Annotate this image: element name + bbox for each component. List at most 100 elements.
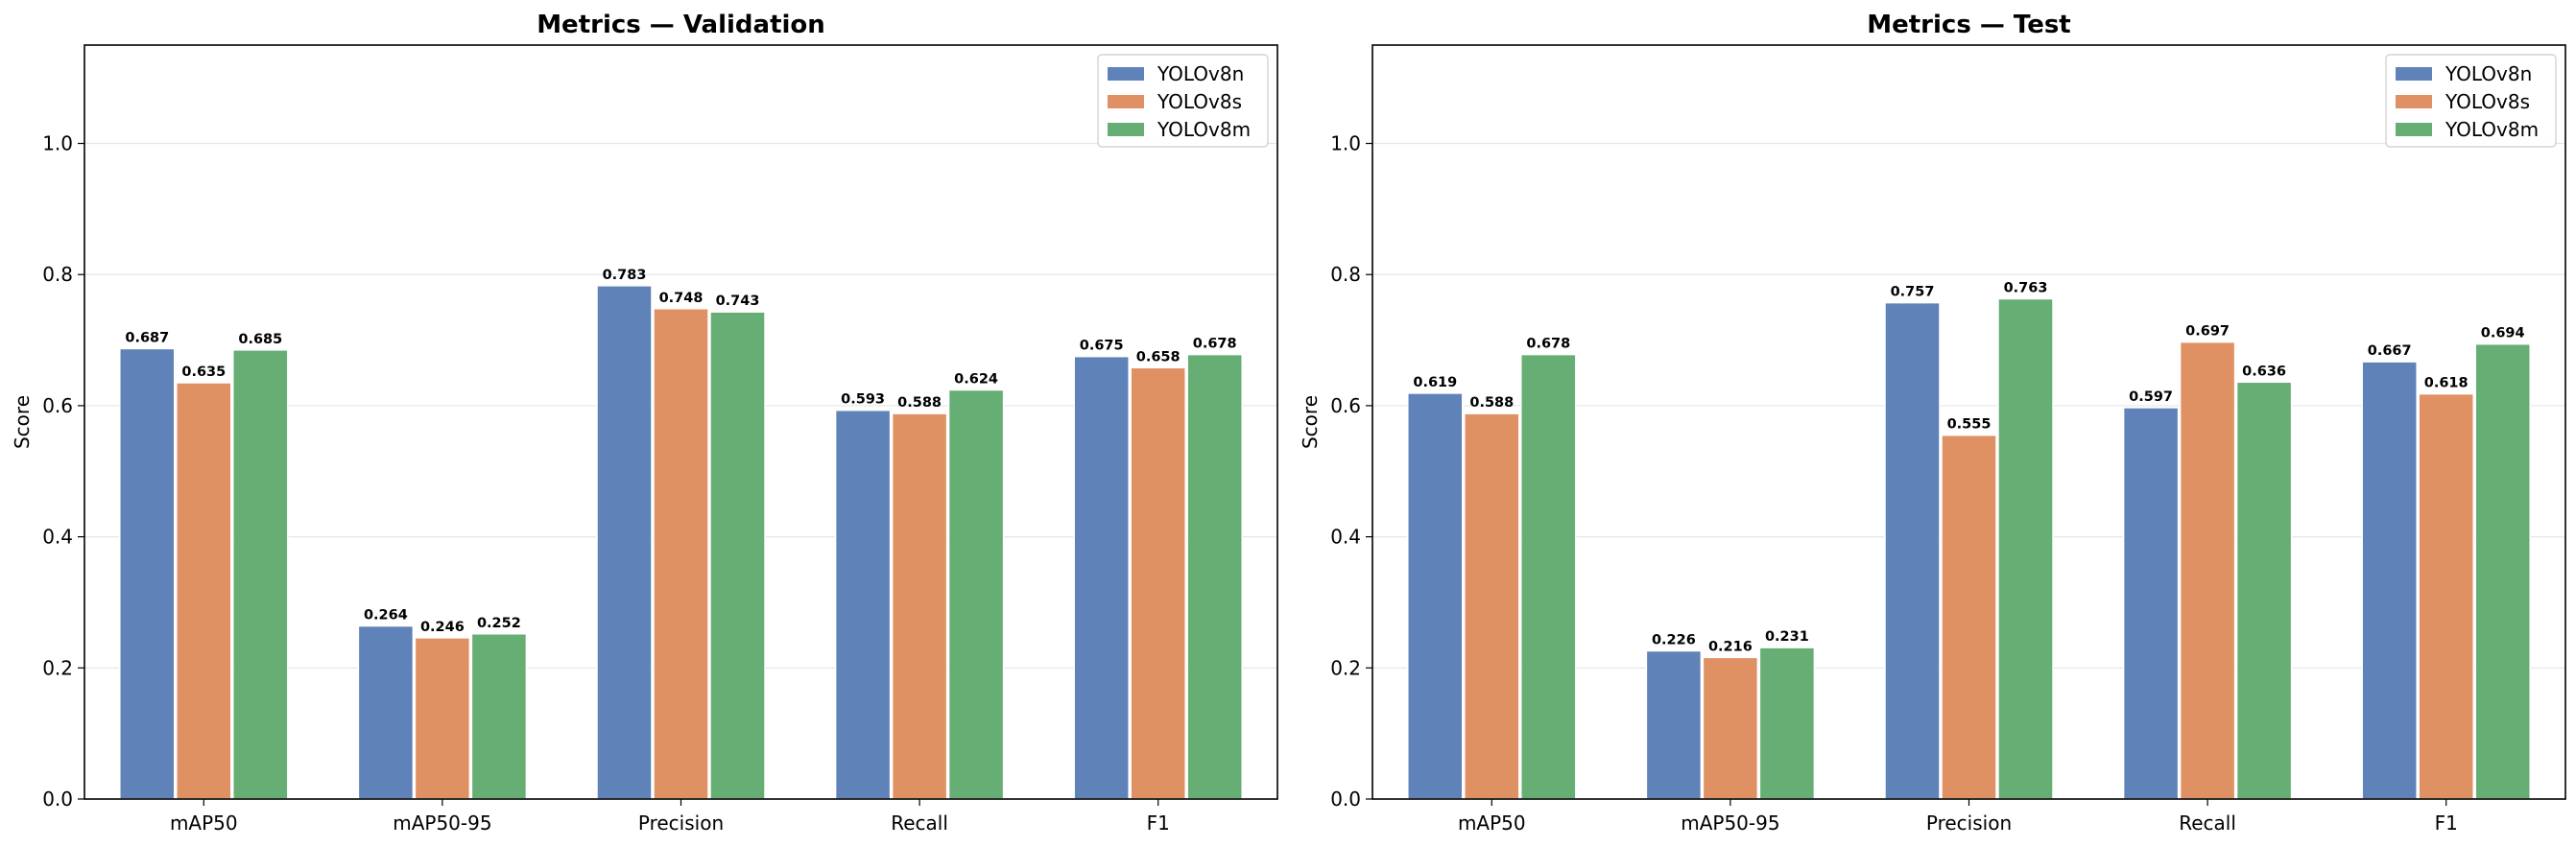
legend-label: YOLOv8m bbox=[2445, 118, 2539, 141]
data-label: 0.757 bbox=[1891, 285, 1935, 300]
data-label: 0.226 bbox=[1652, 633, 1696, 648]
data-label: 0.678 bbox=[1193, 337, 1237, 352]
y-tick-label: 0.6 bbox=[1330, 394, 1361, 417]
bar-yolov8n-map50-95 bbox=[1645, 649, 1703, 800]
legend-swatch bbox=[2396, 123, 2432, 136]
chart-title: Metrics — Validation bbox=[537, 11, 825, 39]
bar-yolov8n-precision bbox=[1884, 301, 1941, 800]
bar-yolov8n-f1 bbox=[2361, 361, 2418, 800]
data-label: 0.675 bbox=[1080, 339, 1124, 354]
data-label: 0.252 bbox=[477, 616, 521, 631]
data-label: 0.597 bbox=[2129, 389, 2173, 405]
bar-yolov8n-map50 bbox=[1407, 392, 1464, 800]
data-label: 0.588 bbox=[897, 395, 942, 411]
bar-yolov8s-recall bbox=[891, 412, 948, 800]
data-label: 0.667 bbox=[2368, 343, 2412, 359]
data-label: 0.635 bbox=[181, 365, 226, 380]
legend-label: YOLOv8n bbox=[2445, 62, 2532, 85]
legend-swatch bbox=[2396, 67, 2432, 81]
bar-yolov8m-recall bbox=[2235, 381, 2293, 800]
bar-yolov8s-recall bbox=[2179, 341, 2236, 800]
data-label: 0.687 bbox=[125, 330, 169, 345]
x-tick-label: mAP50 bbox=[1458, 812, 1526, 835]
bar-yolov8m-map50-95 bbox=[470, 633, 528, 800]
y-tick-label: 0.2 bbox=[42, 656, 73, 679]
data-label: 0.246 bbox=[420, 620, 465, 635]
x-tick-label: mAP50-95 bbox=[393, 812, 491, 835]
x-tick-label: F1 bbox=[2435, 812, 2458, 835]
bar-yolov8s-map50 bbox=[1464, 412, 1520, 800]
y-tick-label: 0.6 bbox=[42, 394, 73, 417]
y-axis-label: Score bbox=[11, 395, 34, 449]
bar-yolov8n-map50-95 bbox=[357, 624, 415, 800]
bar-yolov8s-f1 bbox=[2418, 392, 2474, 800]
bar-yolov8m-precision bbox=[1997, 297, 2054, 800]
data-label: 0.618 bbox=[2424, 376, 2469, 391]
y-tick-label: 0.4 bbox=[1330, 526, 1361, 549]
chart-title: Metrics — Test bbox=[1867, 11, 2070, 39]
x-tick-label: Precision bbox=[1926, 812, 2012, 835]
bar-yolov8s-map50 bbox=[176, 382, 232, 800]
legend-swatch bbox=[2396, 95, 2432, 108]
data-label: 0.593 bbox=[841, 392, 885, 408]
legend-label: YOLOv8s bbox=[2445, 90, 2530, 113]
y-tick-label: 1.0 bbox=[42, 132, 73, 155]
plot-frame bbox=[1371, 44, 2566, 800]
bar-yolov8s-map50-95 bbox=[414, 637, 471, 800]
bar-yolov8n-map50 bbox=[119, 347, 176, 800]
data-label: 0.685 bbox=[238, 332, 282, 347]
bar-yolov8m-map50 bbox=[1520, 353, 1577, 800]
data-label: 0.743 bbox=[716, 294, 760, 309]
bar-yolov8n-recall bbox=[834, 409, 892, 800]
bar-yolov8n-precision bbox=[596, 285, 653, 800]
data-label: 0.588 bbox=[1469, 395, 1514, 411]
plot-frame bbox=[83, 44, 1278, 800]
data-label: 0.658 bbox=[1136, 349, 1181, 365]
bar-yolov8s-map50-95 bbox=[1702, 656, 1759, 800]
test-chart: Metrics — Test 0.0 0.2 0.4 0.6 0.8 1.0 Score 0.6… bbox=[1299, 11, 2566, 835]
bar-yolov8n-f1 bbox=[1073, 355, 1130, 800]
data-label: 0.636 bbox=[2242, 364, 2286, 379]
y-tick-label: 0.4 bbox=[42, 526, 73, 549]
data-label: 0.783 bbox=[603, 268, 647, 283]
x-tick-label: Recall bbox=[2179, 812, 2236, 835]
legend-swatch bbox=[1108, 123, 1144, 136]
data-label: 0.748 bbox=[659, 291, 704, 306]
bar-yolov8s-f1 bbox=[1130, 366, 1186, 800]
data-label: 0.694 bbox=[2481, 326, 2525, 341]
data-label: 0.231 bbox=[1765, 629, 1809, 645]
x-tick-label: mAP50 bbox=[170, 812, 238, 835]
data-label: 0.697 bbox=[2185, 324, 2230, 340]
bar-yolov8n-recall bbox=[2122, 407, 2180, 800]
x-tick-label: Recall bbox=[891, 812, 948, 835]
x-tick-label: F1 bbox=[1147, 812, 1170, 835]
validation-chart: Metrics — Validation 0.0 0.2 0.4 0.6 0.8 1.0 Sc… bbox=[11, 11, 1278, 835]
data-label: 0.678 bbox=[1526, 337, 1570, 352]
bar-yolov8s-precision bbox=[1941, 434, 1997, 800]
y-tick-label: 0.8 bbox=[42, 263, 73, 286]
legend-swatch bbox=[1108, 67, 1144, 81]
x-tick-label: Precision bbox=[638, 812, 724, 835]
bar-yolov8m-f1 bbox=[1186, 353, 1243, 800]
y-tick-label: 1.0 bbox=[1330, 132, 1361, 155]
bar-yolov8m-recall bbox=[947, 388, 1005, 800]
bar-yolov8m-f1 bbox=[2474, 342, 2531, 800]
legend-label: YOLOv8s bbox=[1157, 90, 1242, 113]
data-label: 0.555 bbox=[1947, 417, 1992, 433]
data-label: 0.624 bbox=[954, 372, 998, 388]
y-tick-label: 0.8 bbox=[1330, 263, 1361, 286]
data-label: 0.216 bbox=[1708, 639, 1753, 654]
bar-yolov8m-map50-95 bbox=[1758, 647, 1816, 800]
y-tick-label: 0.2 bbox=[1330, 656, 1361, 679]
y-axis-label: Score bbox=[1299, 395, 1322, 449]
bar-yolov8m-precision bbox=[709, 311, 766, 800]
y-tick-label: 0.0 bbox=[42, 788, 73, 811]
data-label: 0.264 bbox=[364, 608, 408, 623]
legend-label: YOLOv8n bbox=[1157, 62, 1244, 85]
bar-yolov8m-map50 bbox=[232, 349, 289, 800]
legend-swatch bbox=[1108, 95, 1144, 108]
x-tick-label: mAP50-95 bbox=[1681, 812, 1779, 835]
y-tick-label: 0.0 bbox=[1330, 788, 1361, 811]
data-label: 0.763 bbox=[2004, 281, 2048, 296]
bar-yolov8s-precision bbox=[653, 308, 709, 800]
